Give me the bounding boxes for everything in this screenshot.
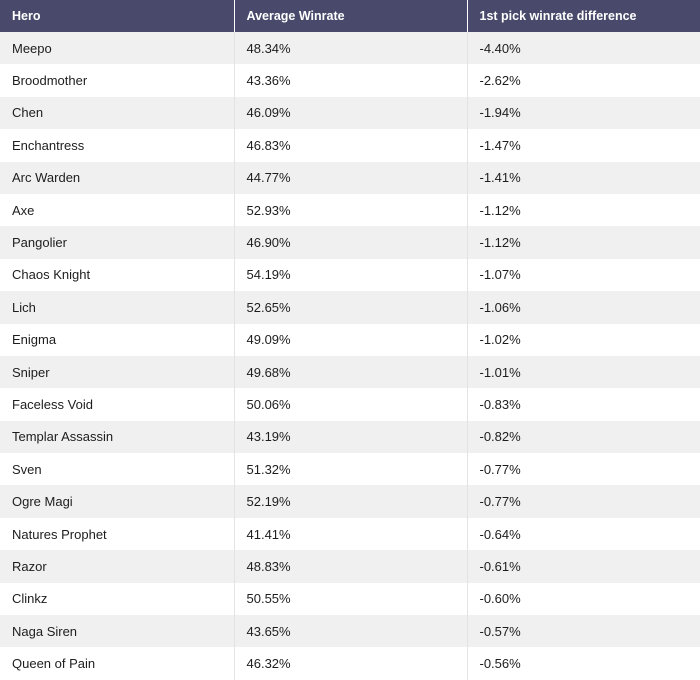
- hero-cell: Axe: [0, 193, 235, 227]
- average-winrate-cell: 43.36%: [234, 64, 468, 97]
- hero-cell: Sniper: [0, 355, 235, 389]
- average-winrate-cell: 46.32%: [234, 647, 468, 680]
- hero-cell: Enchantress: [0, 129, 235, 162]
- average-winrate-cell: 50.06%: [234, 388, 468, 421]
- table-row: Sniper 49.68% -1.01%: [0, 355, 700, 389]
- table-row: Natures Prophet 41.41% -0.64%: [0, 517, 700, 551]
- table-row: Naga Siren 43.65% -0.57%: [0, 615, 700, 648]
- first-pick-winrate-difference-cell: -1.12%: [479, 202, 521, 218]
- first-pick-winrate-difference-cell: -0.77%: [479, 494, 521, 510]
- hero-cell: Pangolier: [0, 226, 235, 259]
- table-row: Chaos Knight 54.19% -1.07%: [0, 258, 700, 292]
- average-winrate-cell: 52.65%: [234, 291, 468, 324]
- average-winrate-cell: 46.09%: [234, 96, 468, 130]
- hero-cell: Naga Siren: [0, 615, 235, 648]
- hero-cell: Chaos Knight: [0, 258, 235, 292]
- average-winrate-cell: 43.19%: [234, 420, 468, 454]
- average-winrate-cell: 44.77%: [234, 161, 468, 194]
- hero-cell: Arc Warden: [0, 161, 235, 194]
- first-pick-winrate-difference-cell: -1.94%: [479, 105, 521, 121]
- hero-cell: Queen of Pain: [0, 647, 235, 680]
- table-row: Arc Warden 44.77% -1.41%: [0, 161, 700, 194]
- hero-cell: Razor: [0, 550, 235, 583]
- table-row: Pangolier 46.90% -1.12%: [0, 226, 700, 259]
- table-row: Sven 51.32% -0.77%: [0, 453, 700, 486]
- hero-cell: Faceless Void: [0, 388, 235, 421]
- table-header-row: Hero Average Winrate 1st pick winrate di…: [0, 0, 700, 32]
- table-row: Enigma 49.09% -1.02%: [0, 323, 700, 356]
- first-pick-winrate-difference-cell: -0.77%: [479, 461, 521, 477]
- average-winrate-cell: 49.09%: [234, 323, 468, 356]
- hero-cell: Lich: [0, 291, 235, 324]
- first-pick-winrate-difference-cell: -1.12%: [479, 235, 521, 251]
- table-row: Chen 46.09% -1.94%: [0, 96, 700, 130]
- hero-cell: Clinkz: [0, 582, 235, 616]
- table-row: Razor 48.83% -0.61%: [0, 550, 700, 583]
- table-body: Meepo 48.34% -4.40% Broodmother 43.36% -2.62%…: [0, 32, 700, 680]
- hero-cell: Natures Prophet: [0, 517, 235, 551]
- first-pick-winrate-difference-cell: -1.41%: [479, 170, 521, 186]
- average-winrate-cell: 52.93%: [234, 193, 468, 227]
- table-header: Hero Average Winrate 1st pick winrate di…: [0, 0, 700, 32]
- hero-cell: Chen: [0, 96, 235, 130]
- first-pick-winrate-difference-cell: -1.06%: [479, 299, 521, 315]
- column-header-first-pick-winrate-difference[interactable]: 1st pick winrate difference: [467, 0, 700, 32]
- hero-cell: Meepo: [0, 32, 235, 65]
- average-winrate-cell: 54.19%: [234, 258, 468, 292]
- hero-cell: Broodmother: [0, 64, 235, 97]
- average-winrate-cell: 46.90%: [234, 226, 468, 259]
- table-row: Faceless Void 50.06% -0.83%: [0, 388, 700, 421]
- hero-cell: Enigma: [0, 323, 235, 356]
- first-pick-winrate-difference-cell: -1.02%: [479, 332, 521, 348]
- average-winrate-cell: 51.32%: [234, 453, 468, 486]
- average-winrate-cell: 43.65%: [234, 615, 468, 648]
- first-pick-winrate-difference-cell: -1.07%: [479, 267, 521, 283]
- first-pick-winrate-difference-cell: -0.82%: [479, 429, 521, 445]
- first-pick-winrate-difference-cell: -0.61%: [479, 558, 521, 574]
- table-row: Meepo 48.34% -4.40%: [0, 32, 700, 65]
- average-winrate-cell: 46.83%: [234, 129, 468, 162]
- average-winrate-cell: 48.34%: [234, 32, 468, 65]
- table-row: Queen of Pain 46.32% -0.56%: [0, 647, 700, 680]
- table-row: Axe 52.93% -1.12%: [0, 193, 700, 227]
- first-pick-winrate-difference-cell: -0.64%: [479, 526, 521, 542]
- average-winrate-cell: 49.68%: [234, 355, 468, 389]
- average-winrate-cell: 50.55%: [234, 582, 468, 616]
- table-row: Lich 52.65% -1.06%: [0, 291, 700, 324]
- average-winrate-cell: 48.83%: [234, 550, 468, 583]
- average-winrate-cell: 52.19%: [234, 485, 468, 518]
- hero-cell: Sven: [0, 453, 235, 486]
- first-pick-winrate-difference-cell: -0.56%: [479, 656, 521, 672]
- first-pick-winrate-difference-cell: -0.57%: [479, 623, 521, 639]
- column-header-average-winrate[interactable]: Average Winrate: [234, 0, 468, 32]
- column-header-hero[interactable]: Hero: [0, 0, 235, 32]
- table-row: Enchantress 46.83% -1.47%: [0, 129, 700, 162]
- hero-cell: Templar Assassin: [0, 420, 235, 454]
- table-row: Broodmother 43.36% -2.62%: [0, 64, 700, 97]
- hero-cell: Ogre Magi: [0, 485, 235, 518]
- first-pick-winrate-difference-cell: -2.62%: [479, 73, 521, 89]
- average-winrate-cell: 41.41%: [234, 517, 468, 551]
- first-pick-winrate-difference-cell: -0.83%: [479, 396, 521, 412]
- table-row: Templar Assassin 43.19% -0.82%: [0, 420, 700, 454]
- first-pick-winrate-difference-cell: -1.47%: [479, 137, 521, 153]
- first-pick-winrate-difference-cell: -1.01%: [479, 364, 521, 380]
- first-pick-winrate-difference-cell: -4.40%: [479, 40, 521, 56]
- table-row: Clinkz 50.55% -0.60%: [0, 582, 700, 616]
- table-row: Ogre Magi 52.19% -0.77%: [0, 485, 700, 518]
- first-pick-winrate-difference-cell: -0.60%: [479, 591, 521, 607]
